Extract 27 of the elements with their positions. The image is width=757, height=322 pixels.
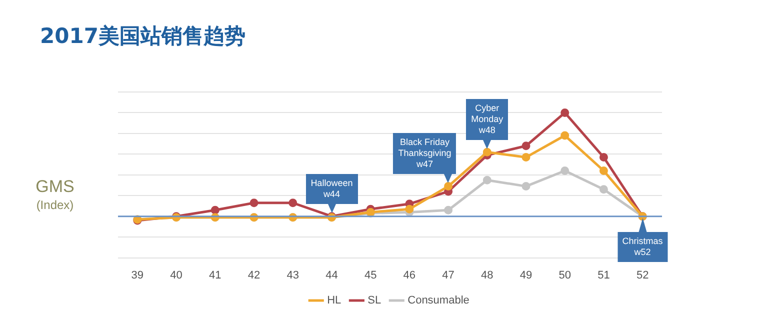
callout: Halloween w44 <box>306 174 358 214</box>
callout: Christmas w52 <box>617 218 668 262</box>
annotation: Black Friday Thanksgiving w47 <box>393 133 456 174</box>
x-tick-label: 41 <box>209 269 222 282</box>
x-tick-label: 46 <box>403 269 416 282</box>
x-tick-label: 48 <box>481 269 494 282</box>
x-tick-label: 45 <box>364 269 377 282</box>
legend-label: Consumable <box>408 294 470 307</box>
x-tick-label: 42 <box>248 269 260 282</box>
callout: Black Friday Thanksgiving w47 <box>393 133 456 184</box>
annotation: Halloween w44 <box>306 174 358 204</box>
y-axis-title: GMS (Index) <box>36 177 74 212</box>
legend-label: SL <box>368 294 382 307</box>
x-tick-label: 50 <box>558 269 571 282</box>
x-tick-label: 43 <box>286 269 299 282</box>
x-tick-label: 44 <box>326 269 338 282</box>
annotation: Christmas w52 <box>617 232 668 262</box>
x-tick-label: 52 <box>636 269 649 282</box>
x-tick-label: 51 <box>598 269 610 282</box>
x-tick-label: 47 <box>442 269 454 282</box>
annotation: Cyber Monday w48 <box>466 99 508 140</box>
callout: Cyber Monday w48 <box>466 99 508 150</box>
x-tick-label: 39 <box>131 269 144 282</box>
chart-title: 2017美国站销售趋势 <box>40 23 246 50</box>
x-tick-label: 40 <box>170 269 182 282</box>
x-tick-label: 49 <box>520 269 532 282</box>
legend-label: HL <box>327 294 342 307</box>
